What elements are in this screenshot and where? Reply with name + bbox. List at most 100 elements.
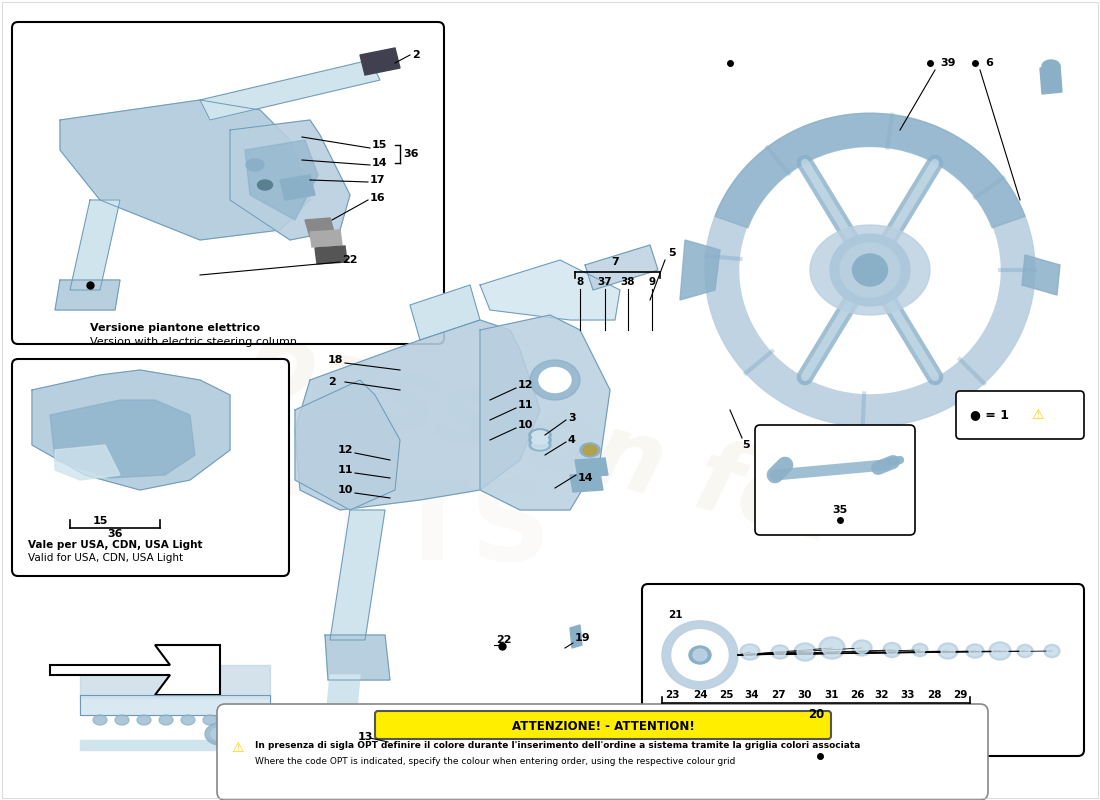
Text: 12: 12 [518,380,534,390]
FancyBboxPatch shape [217,704,988,800]
Text: Valid for USA, CDN, USA Light: Valid for USA, CDN, USA Light [28,553,183,563]
Text: 4: 4 [568,435,576,445]
Ellipse shape [529,429,551,441]
Text: GTTTS: GTTTS [150,477,551,583]
Ellipse shape [530,360,580,400]
Polygon shape [295,320,540,510]
Ellipse shape [248,715,261,725]
Polygon shape [80,740,220,750]
Ellipse shape [204,715,217,725]
Ellipse shape [246,159,264,171]
Polygon shape [245,140,318,220]
Ellipse shape [226,715,239,725]
Text: 21: 21 [668,610,682,620]
Ellipse shape [257,180,273,190]
FancyBboxPatch shape [12,359,289,576]
Polygon shape [200,60,380,120]
Text: Vale per USA, CDN, USA Light: Vale per USA, CDN, USA Light [28,540,202,550]
Polygon shape [80,695,270,715]
Ellipse shape [794,643,816,661]
Text: 15: 15 [92,516,108,526]
Polygon shape [410,285,480,340]
Text: 11: 11 [518,400,534,410]
Ellipse shape [529,429,551,441]
Text: 28: 28 [926,690,942,700]
Polygon shape [585,245,658,290]
Ellipse shape [532,431,548,439]
Ellipse shape [532,436,548,444]
Ellipse shape [966,644,984,658]
Ellipse shape [771,645,789,659]
Polygon shape [570,625,582,648]
Text: 34: 34 [745,690,759,700]
Text: 39: 39 [940,58,956,68]
Ellipse shape [116,715,129,725]
Ellipse shape [938,643,958,659]
Text: ATTENZIONE! - ATTENTION!: ATTENZIONE! - ATTENTION! [512,719,694,733]
Ellipse shape [992,645,1008,658]
Text: 18: 18 [328,355,343,365]
Text: Version with electric steering column: Version with electric steering column [90,337,297,347]
Polygon shape [280,175,315,200]
Ellipse shape [989,642,1011,660]
Ellipse shape [969,646,981,655]
Text: 14: 14 [578,473,594,483]
FancyBboxPatch shape [755,425,915,535]
Text: 11: 11 [338,465,353,475]
Text: 31: 31 [825,690,839,700]
Polygon shape [672,630,728,680]
Polygon shape [230,120,350,240]
Text: Where the code OPT is indicated, specify the colour when entering order, using t: Where the code OPT is indicated, specify… [255,758,736,766]
Polygon shape [70,200,120,290]
Polygon shape [575,458,608,477]
FancyBboxPatch shape [642,584,1084,756]
Polygon shape [810,225,930,315]
Polygon shape [305,218,336,237]
Ellipse shape [742,646,757,658]
Ellipse shape [940,646,955,657]
Ellipse shape [1020,647,1030,655]
Text: 6: 6 [984,58,993,68]
Ellipse shape [774,647,786,657]
Ellipse shape [798,646,813,658]
Text: 30: 30 [798,690,812,700]
Text: 10: 10 [518,420,534,430]
Polygon shape [570,473,603,492]
Text: 5: 5 [742,440,749,450]
Ellipse shape [855,642,869,654]
Text: 20: 20 [807,709,824,722]
Text: 8: 8 [576,277,584,287]
Polygon shape [55,280,120,310]
Ellipse shape [205,723,235,745]
Text: 3: 3 [568,413,575,423]
Ellipse shape [529,439,551,451]
Ellipse shape [532,441,548,449]
Text: 38: 38 [620,277,636,287]
Polygon shape [32,370,230,490]
Ellipse shape [852,640,872,656]
Text: 26: 26 [849,690,865,700]
Ellipse shape [539,367,571,393]
Polygon shape [740,146,1000,394]
FancyBboxPatch shape [12,22,444,344]
Text: 22: 22 [342,255,358,265]
Text: In presenza di sigla OPT definire il colore durante l'inserimento dell'ordine a : In presenza di sigla OPT definire il col… [255,742,860,750]
Polygon shape [330,510,385,640]
Text: 16: 16 [370,193,386,203]
Ellipse shape [1044,645,1060,658]
Ellipse shape [160,715,173,725]
Text: passion for: passion for [233,312,867,568]
Ellipse shape [1047,647,1057,655]
Ellipse shape [840,243,900,297]
Polygon shape [320,725,372,751]
Ellipse shape [529,434,551,446]
FancyBboxPatch shape [956,391,1084,439]
Polygon shape [1040,66,1062,94]
Polygon shape [662,621,738,689]
Text: ● = 1: ● = 1 [970,409,1009,422]
Ellipse shape [883,642,901,658]
Polygon shape [480,260,620,320]
Polygon shape [324,675,360,730]
Text: 22: 22 [496,635,512,645]
Ellipse shape [94,715,107,725]
